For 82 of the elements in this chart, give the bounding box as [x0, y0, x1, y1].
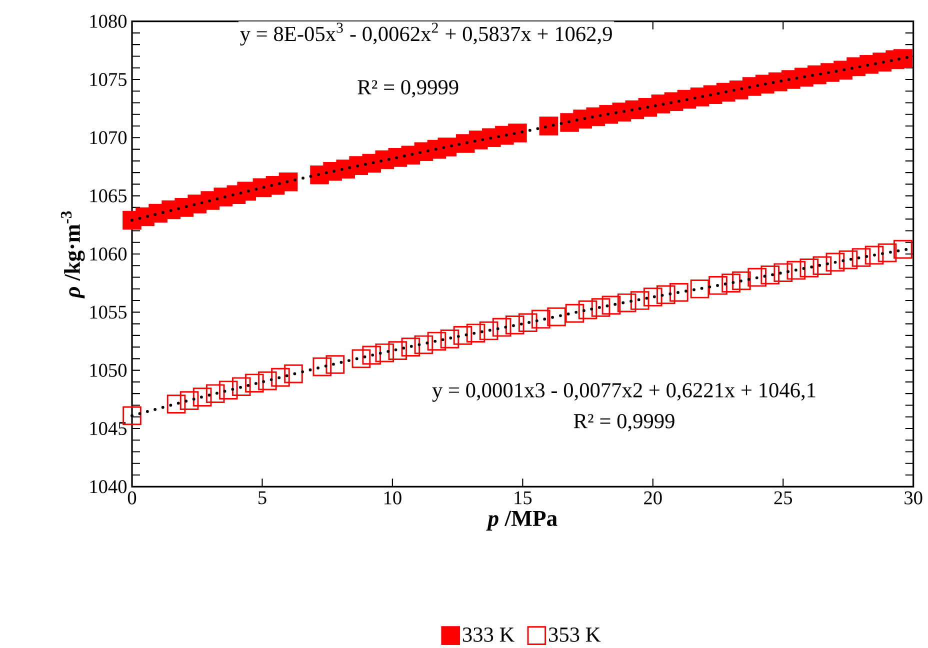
y-tick-label: 1045 — [90, 422, 127, 436]
point — [565, 304, 584, 323]
point — [748, 268, 766, 287]
annotation: R² = 0,9999 — [574, 414, 674, 432]
x-tick-label: 15 — [514, 491, 532, 504]
y-tick-label: 1065 — [90, 189, 127, 202]
point — [453, 326, 472, 345]
point — [258, 371, 277, 390]
point — [547, 307, 566, 326]
point — [722, 274, 740, 292]
point — [427, 332, 446, 351]
point — [656, 285, 676, 304]
point — [508, 124, 527, 142]
point — [630, 291, 650, 310]
point — [466, 324, 486, 342]
point — [539, 116, 558, 136]
x-tick-label: 20 — [644, 491, 662, 504]
point — [375, 343, 394, 362]
x-tick-label: 30 — [904, 491, 922, 504]
point — [760, 266, 780, 284]
point — [166, 394, 186, 414]
point — [271, 368, 290, 387]
point — [670, 282, 688, 302]
y-tick-label: 1050 — [90, 364, 127, 377]
point — [414, 335, 434, 354]
point — [617, 293, 636, 312]
x-tick-label: 25 — [774, 491, 792, 504]
point — [388, 341, 408, 360]
y-tick-label: 1055 — [90, 306, 127, 319]
point — [864, 246, 884, 265]
x-axis-title: p /MPa — [486, 510, 558, 531]
point — [578, 300, 598, 320]
point — [878, 243, 897, 262]
point — [643, 288, 662, 306]
annotation: y = 8E-05x$^{3}$ - 0,0062x$^{2}$ + 0,5837x + 1062,9 — [240, 22, 612, 46]
point — [518, 313, 538, 332]
x-tick-label: 10 — [384, 491, 402, 504]
point — [838, 250, 858, 270]
point — [218, 380, 238, 400]
point — [894, 49, 912, 68]
y-tick-label: 1080 — [90, 14, 127, 28]
point — [312, 357, 332, 376]
point — [591, 298, 610, 317]
point — [245, 374, 264, 393]
point — [826, 252, 845, 272]
legend-label: 333 K — [462, 628, 514, 642]
point — [852, 248, 871, 267]
point — [180, 391, 199, 410]
point — [531, 310, 550, 329]
y-tick-label: 1060 — [90, 247, 127, 261]
point — [206, 384, 225, 403]
annotation: y = 0,0001x3 - 0,0077x2 + 0,6221x + 1046,1 — [432, 383, 816, 402]
point — [812, 256, 832, 276]
point — [774, 263, 793, 282]
point — [362, 346, 382, 365]
point — [438, 138, 457, 156]
point — [732, 271, 751, 290]
point — [505, 316, 524, 334]
point — [602, 296, 621, 315]
legend-label: 353 K — [549, 628, 601, 642]
x-tick-label: 5 — [258, 491, 266, 504]
y-tick-label: 1070 — [90, 131, 127, 144]
point — [492, 318, 512, 337]
point — [278, 172, 298, 192]
point — [690, 279, 710, 298]
point — [786, 260, 806, 280]
y-axis-title: ρ /kg·m$^{-3}$ — [60, 211, 85, 299]
point — [326, 355, 345, 374]
point — [479, 321, 498, 340]
point — [352, 349, 371, 368]
y-tick-label: 1075 — [90, 72, 127, 86]
annotation: R² = 0,9999 — [358, 80, 458, 98]
point — [894, 240, 912, 259]
point — [800, 258, 819, 278]
point — [284, 364, 303, 384]
x-tick-label: 0 — [128, 491, 136, 504]
point — [401, 338, 420, 356]
point — [232, 377, 251, 396]
point — [440, 330, 460, 348]
y-tick-label: 1040 — [90, 480, 127, 494]
point — [708, 276, 728, 295]
point — [192, 388, 212, 406]
